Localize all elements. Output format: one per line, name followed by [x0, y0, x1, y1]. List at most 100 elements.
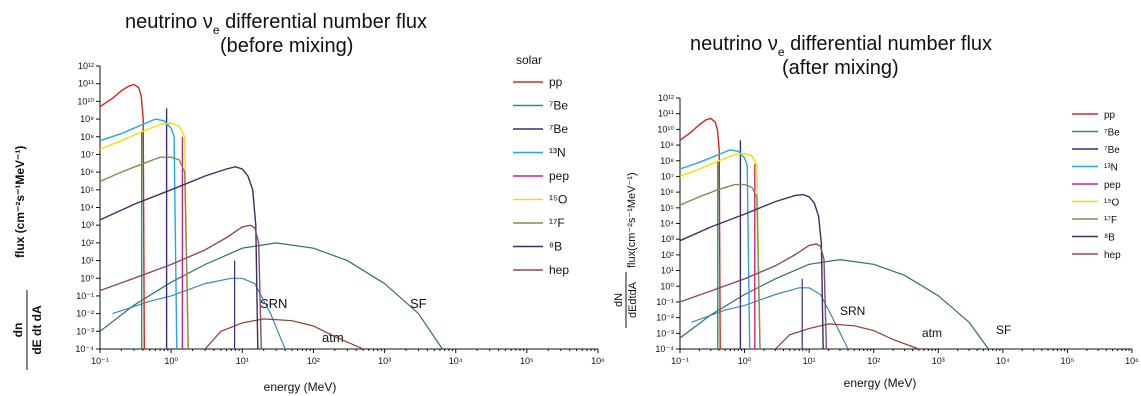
- chart-right-series-3: [679, 149, 751, 350]
- chart-right-legend-label: ⁷Be: [1104, 128, 1120, 139]
- chart-left-legend-label: pp: [549, 75, 563, 89]
- y-tick-label: 10⁰: [660, 281, 674, 291]
- y-tick-label: 10⁹: [80, 114, 94, 124]
- x-tick-label: 10²: [867, 356, 880, 366]
- chart-left-legend-header: solar: [516, 53, 542, 67]
- y-tick-label: 10⁻⁴: [75, 344, 94, 354]
- chart-right-series-0: [679, 117, 721, 350]
- y-tick-label: 10³: [81, 220, 94, 230]
- y-tick-label: 10⁵: [660, 203, 674, 213]
- chart-left-legend-label: hep: [549, 263, 569, 277]
- chart-left-legend-label: ⁷Be: [549, 99, 568, 113]
- y-tick-label: 10⁸: [80, 132, 94, 142]
- chart-right-plot: 10⁻¹ 10⁰ 10¹ 10² 10³ 10⁴ 10⁵ 10⁶ 10⁻⁴ 10⁻³ 10⁻² 10⁻…: [655, 93, 1139, 366]
- chart-right-x-axis-label: energy (MeV): [844, 376, 917, 390]
- x-tick-label: 10¹: [236, 356, 249, 366]
- chart-left-series-sf: [99, 242, 443, 350]
- chart-right-annotation-srn: SRN: [840, 304, 865, 318]
- y-tick-label: 10⁷: [661, 171, 674, 181]
- y-tick-label: 10⁹: [660, 140, 674, 150]
- chart-left-y-axis-label: flux (cm⁻²s⁻¹MeV⁻¹): [13, 146, 27, 258]
- chart-right-series-atm: [774, 323, 920, 350]
- chart-right-series-6: [679, 183, 761, 350]
- y-tick-label: 10³: [661, 234, 674, 244]
- chart-left-series-8: [99, 224, 262, 350]
- chart-left-series-3: [99, 118, 178, 350]
- x-tick-label: 10⁵: [520, 356, 534, 366]
- chart-right-legend-label: ¹⁵O: [1104, 198, 1119, 209]
- chart-right-series-sf: [679, 258, 989, 350]
- chart-left-y-frac-num: dn: [11, 323, 25, 338]
- y-tick-label: 10¹¹: [78, 79, 94, 89]
- chart-left-x-axis-label: energy (MeV): [264, 380, 337, 394]
- chart-left-series-srn: [112, 277, 286, 350]
- chart-left-series-6: [99, 156, 189, 350]
- y-tick-label: 10⁴: [80, 203, 94, 213]
- chart-right-series-7: [679, 193, 824, 350]
- x-tick-label: 10⁶: [591, 356, 605, 366]
- chart-right-legend-label: ¹³N: [1104, 163, 1118, 174]
- y-tick-label: 10⁻¹: [76, 291, 94, 301]
- x-tick-label: 10⁰: [164, 356, 178, 366]
- x-tick-label: 10⁵: [1061, 356, 1075, 366]
- chart-left-legend-label: ¹⁵O: [549, 193, 567, 207]
- y-tick-label: 10⁶: [660, 187, 674, 197]
- chart-left-legend-label: ⁷Be: [549, 122, 568, 136]
- chart-left-annotation-atm: atm: [322, 330, 344, 345]
- y-tick-label: 10¹⁰: [77, 96, 94, 106]
- chart-left: neutrino νe differential number flux (be…: [11, 11, 542, 394]
- chart-right-legend-label: ⁷Be: [1104, 145, 1120, 156]
- chart-right-legend-label: ⁸B: [1104, 233, 1115, 244]
- chart-right-y-axis-label: flux(cm⁻²s⁻¹MeV⁻¹): [626, 172, 638, 268]
- chart-right-series-5: [679, 152, 761, 350]
- chart-right-series-8: [679, 243, 828, 350]
- chart-right-annotation-sf: SF: [996, 323, 1011, 337]
- y-tick-label: 10¹¹: [658, 109, 674, 119]
- y-tick-label: 10⁴: [660, 219, 674, 229]
- y-tick-label: 10⁶: [80, 167, 94, 177]
- y-tick-label: 10⁵: [80, 185, 94, 195]
- chart-right-subtitle: (after mixing): [782, 57, 899, 79]
- chart-left-legend-label: ⁸B: [549, 240, 562, 254]
- chart-left-legend-label: ¹⁷F: [549, 216, 565, 230]
- x-tick-label: 10⁴: [449, 356, 463, 366]
- chart-left-series-7: [99, 166, 259, 350]
- chart-right-annotation-atm: atm: [922, 326, 942, 340]
- chart-left-subtitle: (before mixing): [220, 35, 353, 57]
- x-tick-label: 10¹: [803, 356, 816, 366]
- y-tick-label: 10²: [661, 250, 674, 260]
- x-tick-label: 10⁴: [996, 356, 1010, 366]
- y-tick-label: 10⁸: [660, 156, 674, 166]
- chart-right-legend-label: pp: [1104, 110, 1116, 121]
- y-tick-label: 10⁻³: [76, 326, 94, 336]
- chart-right-legend-label: ¹⁷F: [1104, 215, 1117, 226]
- x-tick-label: 10³: [932, 356, 945, 366]
- y-tick-label: 10¹: [81, 256, 94, 266]
- chart-right: neutrino νe differential number flux (af…: [613, 33, 1011, 390]
- chart-right-series-srn: [691, 287, 849, 350]
- chart-left-legend-label: pep: [549, 169, 569, 183]
- chart-left-title: neutrino νe differential number flux: [125, 11, 427, 37]
- y-tick-label: 10⁻²: [656, 313, 674, 323]
- chart-left-annotation-sf: SF: [410, 296, 427, 311]
- y-tick-label: 10⁻²: [76, 309, 94, 319]
- y-tick-label: 10⁻¹: [656, 297, 674, 307]
- chart-left-annotation-srn: SRN: [260, 296, 287, 311]
- chart-left-plot: 10⁻¹ 10⁰ 10¹ 10² 10³ 10⁴ 10⁵ 10⁶ 10⁻⁴ 10⁻³ 10⁻² 10⁻…: [75, 61, 605, 366]
- chart-right-y-frac-num: dN: [613, 293, 625, 307]
- x-tick-label: 10⁻¹: [91, 356, 109, 366]
- chart-right-title: neutrino νe differential number flux: [690, 33, 992, 59]
- chart-right-legend-label: pep: [1104, 180, 1121, 191]
- y-tick-label: 10¹²: [78, 61, 94, 71]
- y-tick-label: 10⁻³: [656, 328, 674, 338]
- y-tick-label: 10⁰: [80, 273, 94, 283]
- chart-left-y-frac-den: dE dt dA: [30, 305, 44, 355]
- x-tick-label: 10²: [307, 356, 320, 366]
- y-tick-label: 10¹²: [658, 93, 674, 103]
- y-tick-label: 10⁷: [81, 149, 94, 159]
- y-tick-label: 10²: [81, 238, 94, 248]
- y-tick-label: 10¹⁰: [657, 124, 674, 134]
- chart-left-series-0: [99, 83, 145, 350]
- x-tick-label: 10⁰: [738, 356, 752, 366]
